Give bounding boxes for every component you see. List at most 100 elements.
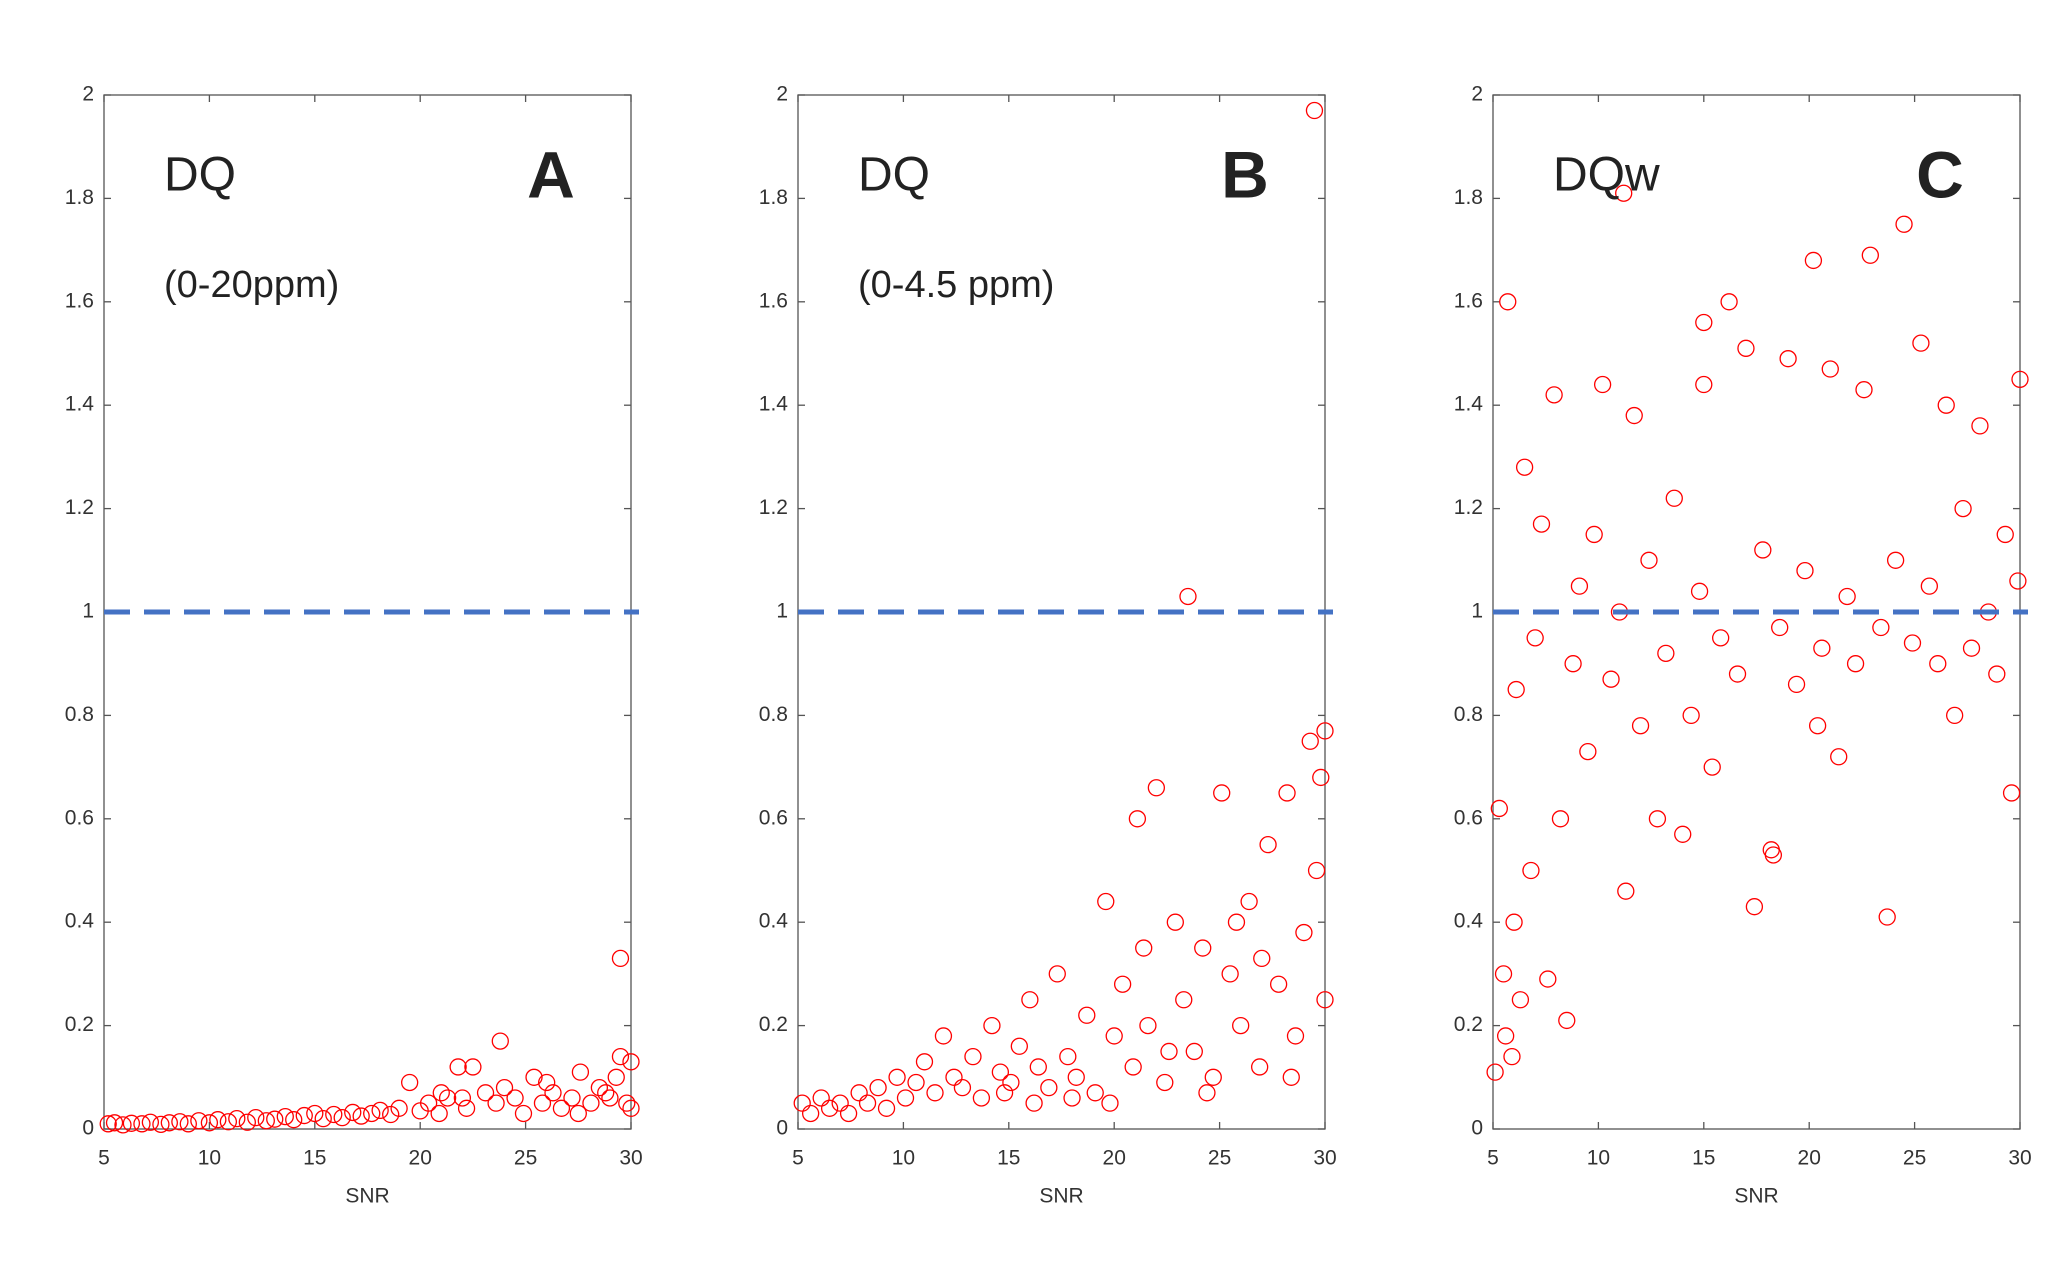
point (1097, 892, 1115, 911)
point (1282, 1068, 1300, 1086)
x-tick-label: 5 (1487, 1147, 1499, 1170)
point (438, 1089, 457, 1107)
x-tick-label: 5 (98, 1147, 110, 1170)
point (171, 1113, 189, 1131)
x-axis-label: SNR (1734, 1185, 1778, 1208)
point (964, 1047, 982, 1066)
point (99, 1115, 117, 1133)
point (607, 1068, 625, 1086)
point (1996, 525, 2014, 544)
x-tick-label: 20 (1103, 1147, 1126, 1170)
point (1872, 618, 1890, 637)
point (972, 1089, 991, 1107)
point (831, 1094, 849, 1112)
point (1861, 246, 1879, 264)
annotation: (0-20ppm) (164, 264, 339, 306)
point (1204, 1068, 1222, 1086)
point (907, 1073, 925, 1092)
point (306, 1104, 324, 1123)
point (839, 1104, 858, 1123)
point (1526, 629, 1544, 647)
point (991, 1063, 1010, 1081)
point (1808, 717, 1827, 735)
y-tick-label: 0.8 (759, 703, 788, 726)
point (352, 1107, 370, 1125)
point (888, 1068, 906, 1086)
panel: 00.20.40.60.811.21.41.61.825 10 15 20 25 30SN… (759, 83, 1337, 1208)
x-tick-label: 10 (892, 1147, 915, 1170)
annotation: (0-4.5 ppm) (858, 264, 1054, 306)
point (1213, 784, 1231, 802)
point (506, 1089, 524, 1107)
point (200, 1114, 219, 1132)
point (1251, 1058, 1269, 1076)
point (1695, 375, 1713, 394)
point (1278, 784, 1296, 802)
point (1558, 1011, 1576, 1030)
y-tick-label: 1.4 (759, 393, 789, 416)
point (1625, 406, 1643, 425)
point (1160, 1042, 1178, 1061)
y-tick-label: 1.6 (1454, 289, 1483, 312)
point (209, 1111, 227, 1129)
point (1787, 675, 1806, 694)
point (812, 1089, 830, 1107)
point (563, 1089, 581, 1107)
x-tick-label: 15 (303, 1147, 326, 1170)
point (1221, 965, 1239, 983)
y-tick-label: 0.6 (1454, 806, 1483, 829)
point (1135, 939, 1153, 957)
point (1946, 706, 1964, 725)
point (419, 1094, 438, 1112)
x-tick-label: 30 (619, 1147, 642, 1170)
point (1593, 375, 1612, 394)
y-tick-label: 0 (776, 1117, 788, 1140)
point (1253, 949, 1271, 968)
point (597, 1084, 615, 1102)
point (1796, 561, 1814, 580)
y-tick-label: 0.8 (1454, 703, 1483, 726)
point (1903, 634, 1922, 652)
annotation: DQ (164, 149, 236, 202)
point (1617, 882, 1635, 900)
point (432, 1084, 450, 1102)
point (1640, 551, 1658, 569)
point (926, 1084, 944, 1102)
y-tick-label: 0.2 (759, 1013, 788, 1036)
point (1269, 975, 1288, 993)
y-tick-label: 0 (1471, 1117, 1483, 1140)
x-tick-label: 25 (1903, 1147, 1926, 1170)
point (1113, 975, 1132, 993)
point (1648, 810, 1667, 828)
y-tick-label: 1.2 (65, 496, 94, 519)
point (801, 1104, 820, 1123)
panel-letter: C (1916, 137, 1964, 211)
point (453, 1089, 472, 1107)
point (1259, 836, 1277, 854)
point (1179, 587, 1197, 606)
x-tick-label: 10 (198, 1147, 221, 1170)
point (1128, 810, 1147, 828)
point (491, 1032, 509, 1050)
point (1937, 396, 1955, 414)
point (314, 1110, 332, 1128)
point (1227, 913, 1246, 931)
point (179, 1115, 197, 1133)
y-tick-label: 1 (776, 600, 788, 623)
point (945, 1068, 963, 1086)
point (611, 1047, 630, 1066)
point (1067, 1068, 1085, 1086)
point (953, 1078, 972, 1097)
point (276, 1107, 294, 1126)
point (1929, 655, 1947, 673)
point (590, 1078, 609, 1097)
x-tick-label: 10 (1587, 1147, 1610, 1170)
point (122, 1114, 141, 1132)
point (1988, 665, 2006, 683)
point (611, 949, 630, 968)
point (858, 1094, 877, 1112)
point (1821, 360, 1839, 378)
point (247, 1108, 265, 1127)
point (325, 1105, 343, 1124)
y-tick-label: 1 (1471, 600, 1483, 623)
